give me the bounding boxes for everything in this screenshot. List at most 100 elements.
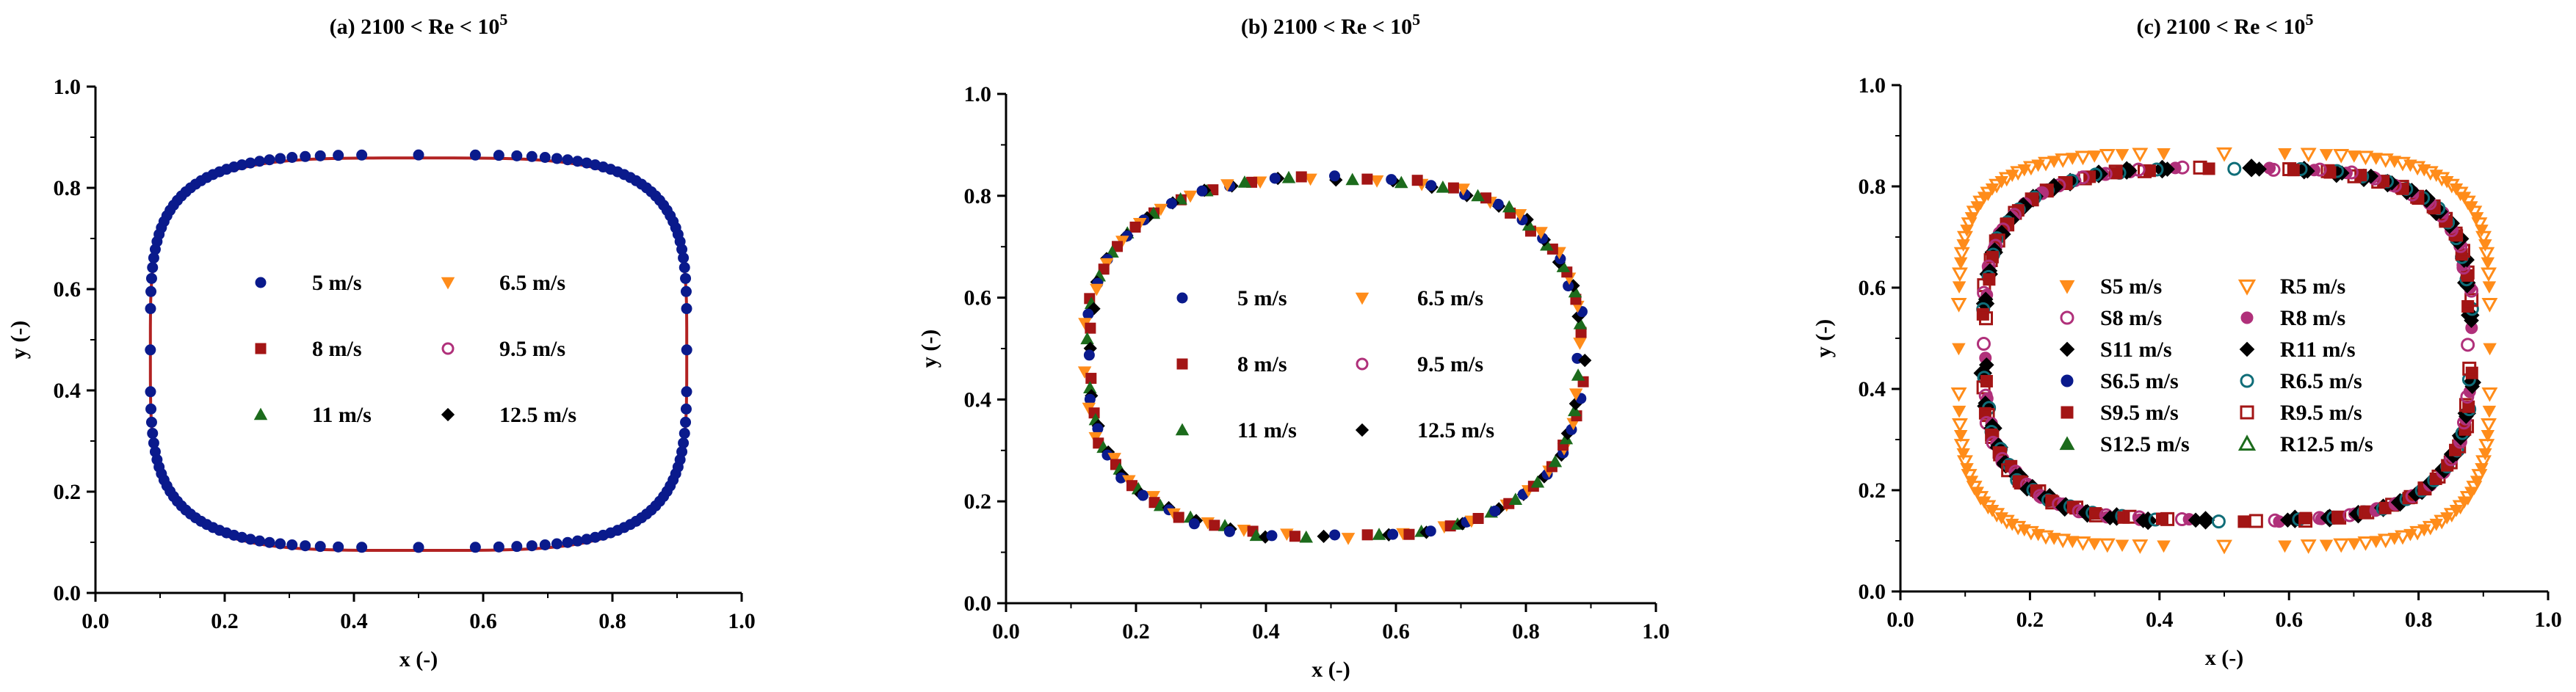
data-point bbox=[469, 149, 481, 161]
data-point bbox=[1087, 302, 1101, 316]
data-point bbox=[2193, 160, 2207, 175]
y-tick-label: 0.6 bbox=[54, 277, 82, 302]
data-point bbox=[1471, 189, 1485, 202]
legend-marker bbox=[441, 277, 455, 290]
data-point bbox=[1977, 496, 1991, 509]
data-point bbox=[1502, 200, 1516, 213]
y-tick-label: 0.8 bbox=[964, 184, 992, 208]
data-point bbox=[1953, 430, 1968, 442]
legend-marker bbox=[1176, 358, 1188, 370]
legend-marker bbox=[253, 407, 268, 420]
data-point bbox=[1976, 307, 1989, 321]
legend-marker bbox=[1356, 357, 1369, 371]
data-point bbox=[1573, 316, 1588, 329]
data-point bbox=[679, 428, 690, 440]
data-point bbox=[147, 428, 159, 440]
data-point bbox=[1978, 311, 1993, 326]
data-point bbox=[581, 157, 593, 169]
data-point bbox=[2132, 147, 2149, 163]
data-point bbox=[1281, 170, 1296, 183]
data-point bbox=[147, 262, 159, 274]
data-point bbox=[1299, 530, 1314, 543]
data-point bbox=[1098, 263, 1110, 275]
data-point bbox=[678, 437, 690, 449]
data-point bbox=[1107, 453, 1121, 465]
data-point bbox=[2443, 508, 2460, 522]
y-tick-label: 0.2 bbox=[1859, 478, 1886, 503]
data-point bbox=[2237, 515, 2251, 528]
data-point bbox=[275, 153, 286, 164]
data-point bbox=[1956, 448, 1970, 461]
data-point bbox=[2282, 162, 2297, 177]
legend-label: R8 m/s bbox=[2280, 306, 2345, 330]
legend-label: R12.5 m/s bbox=[2280, 432, 2373, 456]
data-point bbox=[1568, 285, 1582, 298]
legend-label: S5 m/s bbox=[2100, 274, 2162, 299]
legend-label: S12.5 m/s bbox=[2100, 432, 2190, 456]
data-point bbox=[1080, 332, 1094, 345]
data-point bbox=[2422, 166, 2439, 181]
data-point bbox=[2333, 538, 2350, 553]
data-point bbox=[562, 154, 574, 166]
data-point bbox=[2132, 539, 2149, 554]
data-point bbox=[2459, 398, 2473, 412]
x-tick-label: 1.0 bbox=[2534, 608, 2562, 632]
data-point bbox=[413, 149, 424, 161]
x-tick-label: 0.6 bbox=[2275, 608, 2303, 632]
data-point bbox=[680, 272, 692, 284]
data-point bbox=[1960, 225, 1974, 237]
data-point bbox=[2483, 343, 2497, 356]
legend-label: 12.5 m/s bbox=[499, 403, 576, 427]
y-tick-label: 0.2 bbox=[54, 480, 82, 504]
y-tick-label: 0.6 bbox=[964, 286, 992, 310]
legend-label: 8 m/s bbox=[312, 337, 362, 361]
legend-marker bbox=[255, 343, 267, 354]
data-point bbox=[2377, 153, 2394, 168]
data-point bbox=[1951, 418, 1968, 433]
panel-c: (c) 2100 < Re < 105 0.0 0.2 0.4 0.6 0.8 1.0 0.0… bbox=[1812, 10, 2562, 670]
data-point bbox=[1548, 454, 1563, 467]
data-point bbox=[2115, 149, 2130, 161]
data-point bbox=[526, 150, 538, 162]
y-axis-label: y (-) bbox=[1812, 319, 1836, 357]
data-point bbox=[1372, 528, 1386, 540]
data-point bbox=[254, 535, 266, 547]
x-tick-label: 1.0 bbox=[1642, 619, 1670, 644]
y-tick-label: 1.0 bbox=[54, 75, 82, 99]
legend-marker bbox=[1176, 292, 1188, 304]
data-point bbox=[1530, 475, 1545, 488]
data-point bbox=[680, 403, 692, 415]
data-point bbox=[2333, 148, 2350, 164]
legend-marker bbox=[2239, 341, 2255, 357]
legend-marker bbox=[2237, 434, 2257, 451]
x-axis-label: x (-) bbox=[399, 647, 438, 671]
legend-marker bbox=[2061, 374, 2074, 387]
data-point bbox=[286, 539, 298, 551]
data-point bbox=[681, 386, 692, 398]
legend-label: S9.5 m/s bbox=[2100, 401, 2179, 425]
x-tick-label: 0.8 bbox=[2405, 608, 2433, 632]
y-tick-label: 0.0 bbox=[1859, 580, 1886, 604]
data-point bbox=[1568, 404, 1582, 417]
data-point bbox=[1266, 530, 1278, 542]
data-point bbox=[2464, 293, 2479, 307]
legend-label: 11 m/s bbox=[312, 403, 372, 427]
data-point bbox=[2409, 525, 2426, 541]
data-point bbox=[680, 416, 692, 428]
data-point bbox=[551, 538, 562, 550]
data-point bbox=[680, 285, 692, 297]
legend: 5 m/s 6.5 m/s 8 m/s 9.5 m/s 11 m/s 12.5 m/s bbox=[253, 271, 576, 427]
y-tick-label: 0.4 bbox=[1859, 377, 1886, 401]
data-point bbox=[1370, 175, 1384, 188]
legend-marker bbox=[2059, 341, 2075, 357]
data-point bbox=[2216, 539, 2232, 555]
data-point bbox=[1090, 283, 1104, 296]
data-point bbox=[1083, 349, 1095, 361]
data-point bbox=[2099, 538, 2116, 553]
legend-label: R11 m/s bbox=[2280, 338, 2356, 362]
data-point bbox=[2300, 539, 2317, 554]
data-point bbox=[1956, 455, 1973, 470]
data-point bbox=[1952, 405, 1967, 418]
data-point bbox=[1961, 469, 1978, 484]
data-point bbox=[2196, 511, 2215, 530]
